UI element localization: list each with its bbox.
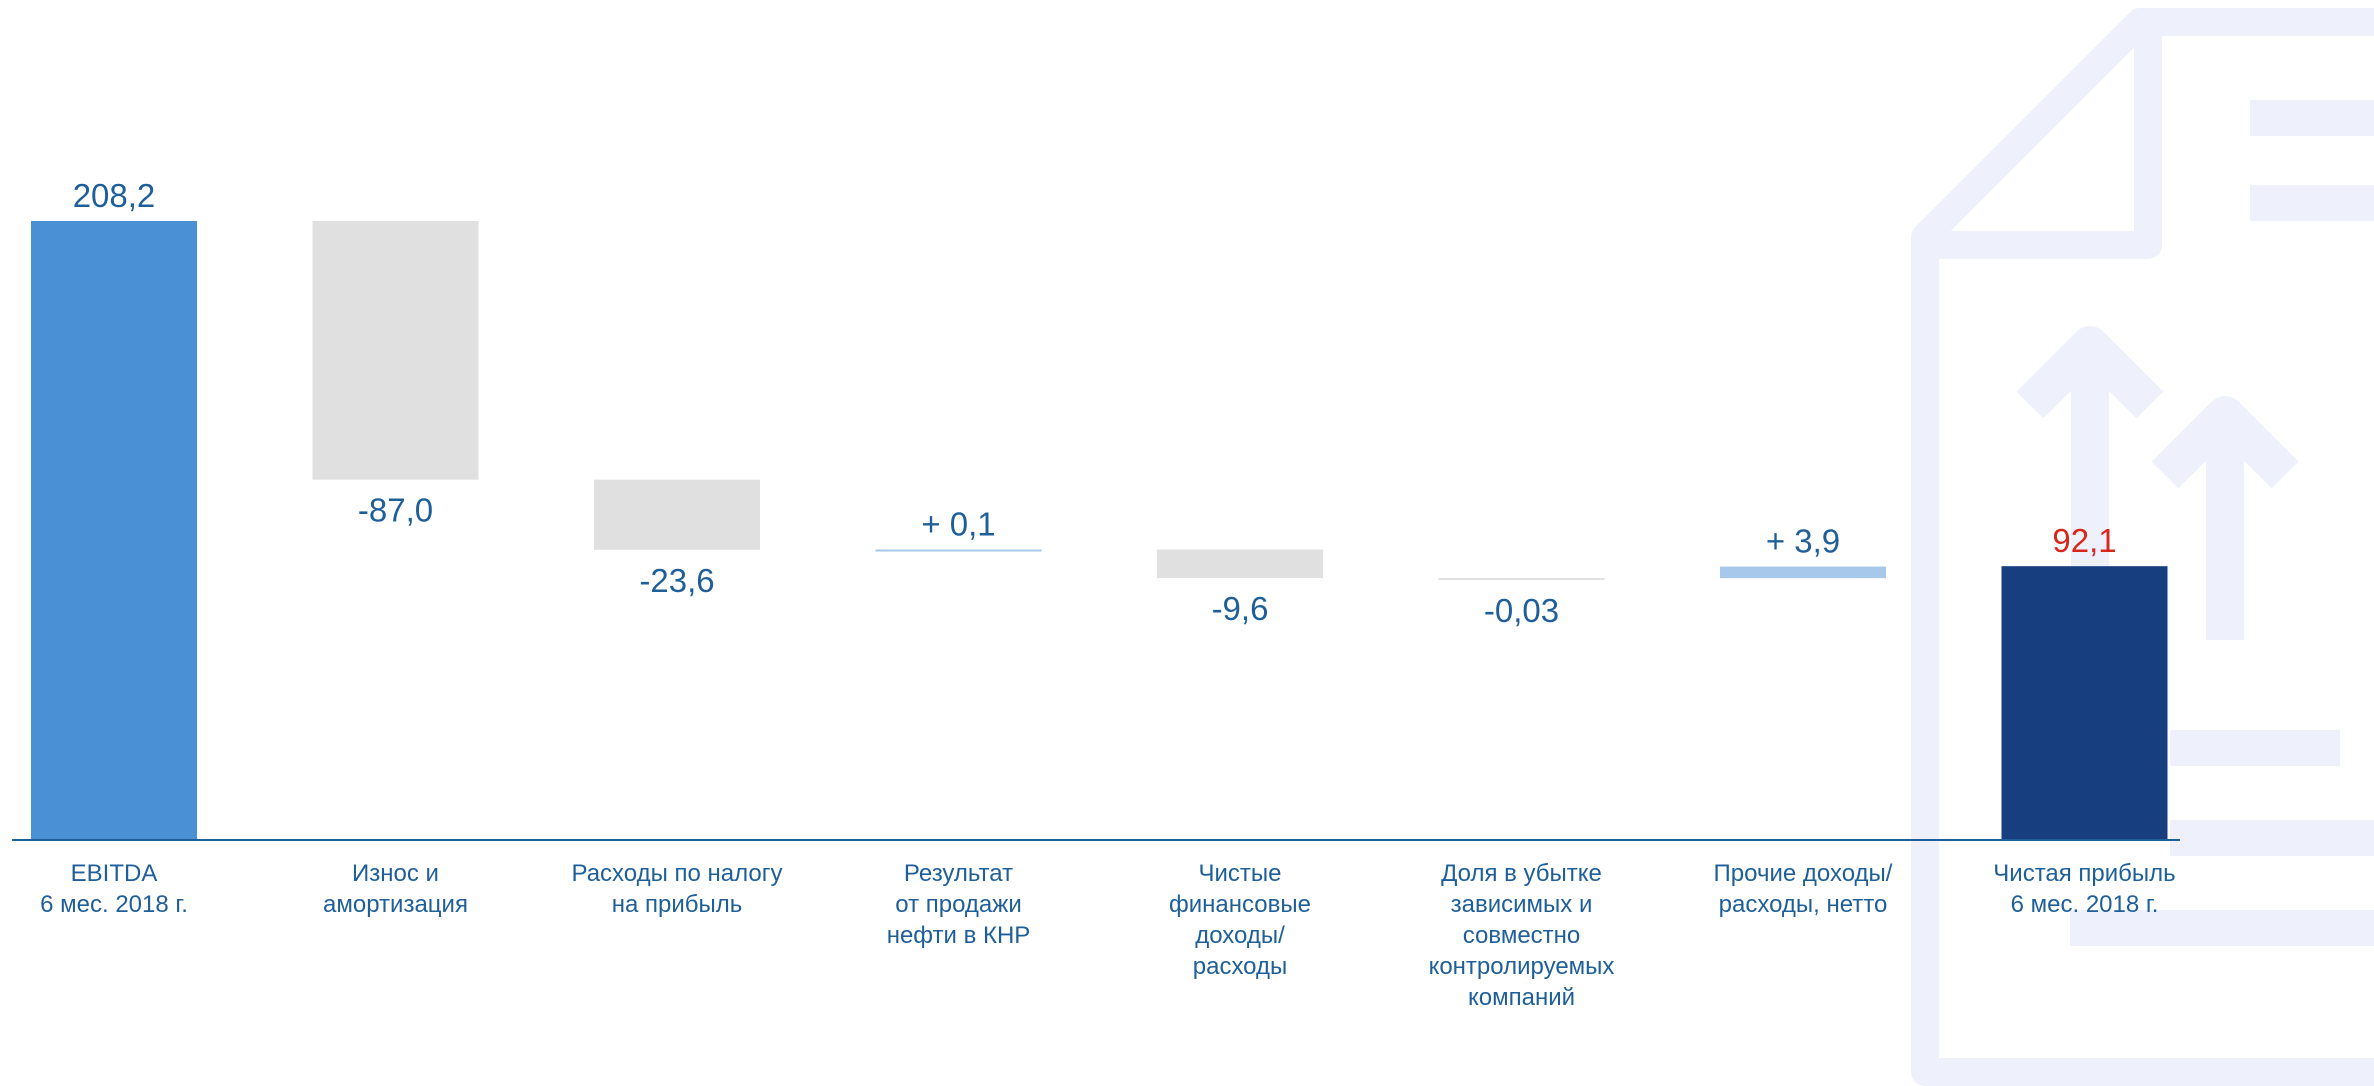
value-label: + 3,9 xyxy=(1766,523,1840,560)
bar xyxy=(1157,549,1323,579)
value-label: 92,1 xyxy=(2052,522,2116,559)
background-icon xyxy=(1911,8,2374,1086)
bar xyxy=(594,479,760,550)
value-label: -0,03 xyxy=(1484,592,1559,629)
category-label: Доля в убытке зависимых и совместно конт… xyxy=(1428,860,1615,1011)
category-label: Расходы по налогу на прибыль xyxy=(571,860,783,918)
value-label: 208,2 xyxy=(73,177,156,214)
value-label: -23,6 xyxy=(639,562,714,599)
value-label: + 0,1 xyxy=(921,506,995,543)
value-label: -9,6 xyxy=(1212,590,1269,627)
bar xyxy=(1720,566,1886,579)
category-label: Чистые финансовые доходы/ расходы xyxy=(1169,860,1311,980)
category-label: Результат от продажи нефти в КНР xyxy=(886,860,1031,949)
category-label: Прочие доходы/ расходы, нетто xyxy=(1713,860,1893,918)
bar xyxy=(31,221,197,840)
bar xyxy=(1438,578,1605,581)
category-label: Износ и амортизация xyxy=(323,860,468,918)
category-label: Чистая прибыль 6 мес. 2018 г. xyxy=(1993,860,2176,918)
bar xyxy=(312,221,479,480)
value-label: -87,0 xyxy=(358,492,433,529)
bar xyxy=(2001,566,2168,840)
category-label: EBITDA 6 мес. 2018 г. xyxy=(40,860,188,918)
bar xyxy=(875,549,1042,552)
